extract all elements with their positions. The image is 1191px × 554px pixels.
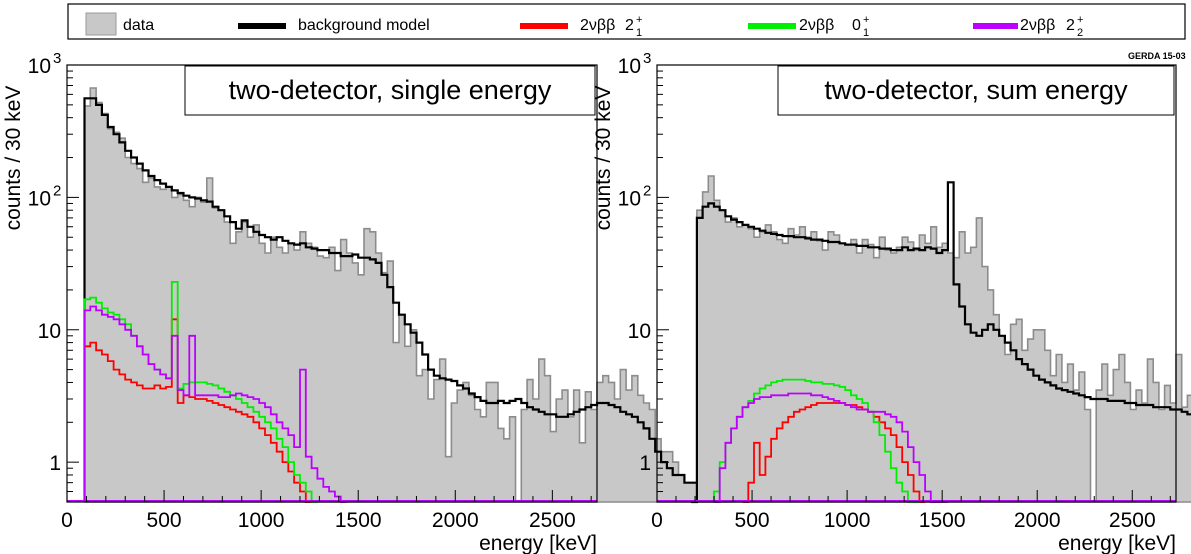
series-s21-sum-energy [742, 402, 926, 503]
legend-label-background: background model [298, 17, 430, 34]
x-tick-label-1500-single-energy: 1500 [335, 509, 382, 532]
legend-swatch-2vbb-21 [520, 23, 568, 29]
x-tick-label-500-single-energy: 500 [147, 509, 182, 532]
legend-item-2vbb-22: 2νββ 2 + 2 [973, 14, 1083, 39]
panel-sum-energy: two-detector, sum energy 0 500 1000 1500 200… [592, 50, 1191, 554]
y-tick-exp-1000-single-energy: 3 [53, 50, 61, 67]
legend-sub-2vbb-21: 1 [636, 27, 642, 39]
y-tick-label-10-sum-energy: 10 [628, 320, 651, 343]
legend-swatch-data [85, 12, 117, 36]
ylabel-single-energy: counts / 30 keV [2, 86, 25, 231]
legend-swatch-2vbb-22 [973, 23, 1018, 29]
y-tick-exp-100-sum-energy: 2 [643, 182, 651, 199]
y-tick-label-1000-single-energy: 10 [28, 55, 51, 78]
legend-label-2vbb-21: 2νββ [580, 17, 615, 34]
legend-label-2vbb-01: 2νββ [799, 17, 834, 34]
x-tick-label-1000-single-energy: 1000 [238, 509, 285, 532]
title-box-single-energy [184, 65, 596, 116]
series-bkg-single-energy [83, 97, 731, 502]
legend-item-data: data [85, 12, 154, 36]
y-tick-label-100-sum-energy: 10 [618, 187, 641, 210]
title-box-sum-energy [777, 65, 1175, 116]
x-tick-label-2000-single-energy: 2000 [432, 509, 479, 532]
legend-state-2vbb-21: 2 [625, 17, 634, 34]
series-s22-sum-energy [714, 392, 948, 503]
legend-item-background: background model [238, 17, 430, 34]
y-tick-label-1000-sum-energy: 10 [618, 55, 641, 78]
legend-sup-2vbb-22: + [1077, 14, 1083, 26]
legend-state-2vbb-22: 2 [1066, 17, 1075, 34]
y-tick-exp-100-single-energy: 2 [53, 182, 61, 199]
series-bkg-sum-energy [691, 181, 1191, 504]
title-single-energy: two-detector, single energy [229, 75, 552, 105]
y-tick-label-100-single-energy: 10 [28, 187, 51, 210]
xlabel-sum-energy: energy [keV] [1058, 532, 1176, 554]
legend-swatch-2vbb-01 [748, 23, 796, 29]
y-tick-label-1-single-energy: 1 [49, 452, 61, 475]
frame-single-energy [66, 64, 598, 503]
legend-label-2vbb-22: 2νββ [1020, 17, 1055, 34]
x-tick-label-1500-sum-energy: 1500 [919, 509, 966, 532]
legend-frame [67, 3, 1186, 40]
y-tick-label-1-sum-energy: 1 [639, 452, 651, 475]
series-data-single-energy [83, 87, 732, 503]
legend-sub-2vbb-22: 2 [1077, 27, 1083, 39]
x-tick-label-2000-sum-energy: 2000 [1014, 509, 1061, 532]
x-tick-label-0-single-energy: 0 [61, 509, 73, 532]
panel-single-energy: two-detector, single energy 0 500 1000 1500… [2, 50, 732, 554]
legend: data background model 2νββ 2 + 1 2νββ 0 … [67, 3, 1186, 40]
legend-state-2vbb-01: 0 [852, 17, 861, 34]
x-tick-label-0-sum-energy: 0 [651, 509, 663, 532]
legend-label-data: data [123, 17, 154, 34]
x-tick-label-2500-sum-energy: 2500 [1109, 509, 1156, 532]
x-tick-label-1000-sum-energy: 1000 [824, 509, 871, 532]
legend-item-2vbb-01: 2νββ 0 + 1 [748, 14, 869, 39]
plot-area-sum-energy [657, 175, 1191, 504]
xlabel-single-energy: energy [keV] [479, 532, 597, 554]
x-tick-label-500-sum-energy: 500 [735, 509, 770, 532]
legend-swatch-background [238, 23, 286, 29]
ylabel-sum-energy: counts / 30 keV [592, 86, 615, 231]
legend-sup-2vbb-21: + [636, 14, 642, 26]
plot-area-single-energy [67, 87, 732, 503]
frame-sum-energy [656, 64, 1177, 503]
gerda-tag: GERDA 15-03 [1128, 51, 1186, 61]
legend-item-2vbb-21: 2νββ 2 + 1 [520, 14, 642, 39]
y-tick-label-10-single-energy: 10 [38, 320, 61, 343]
legend-sub-2vbb-01: 1 [863, 27, 869, 39]
series-data-sum-energy [691, 175, 1191, 503]
series-s22-single-energy [83, 305, 347, 503]
x-tick-label-2500-single-energy: 2500 [529, 509, 576, 532]
y-tick-exp-1000-sum-energy: 3 [643, 50, 651, 67]
title-sum-energy: two-detector, sum energy [824, 75, 1128, 105]
legend-sup-2vbb-01: + [863, 14, 869, 26]
series-s21-single-energy [83, 318, 312, 503]
